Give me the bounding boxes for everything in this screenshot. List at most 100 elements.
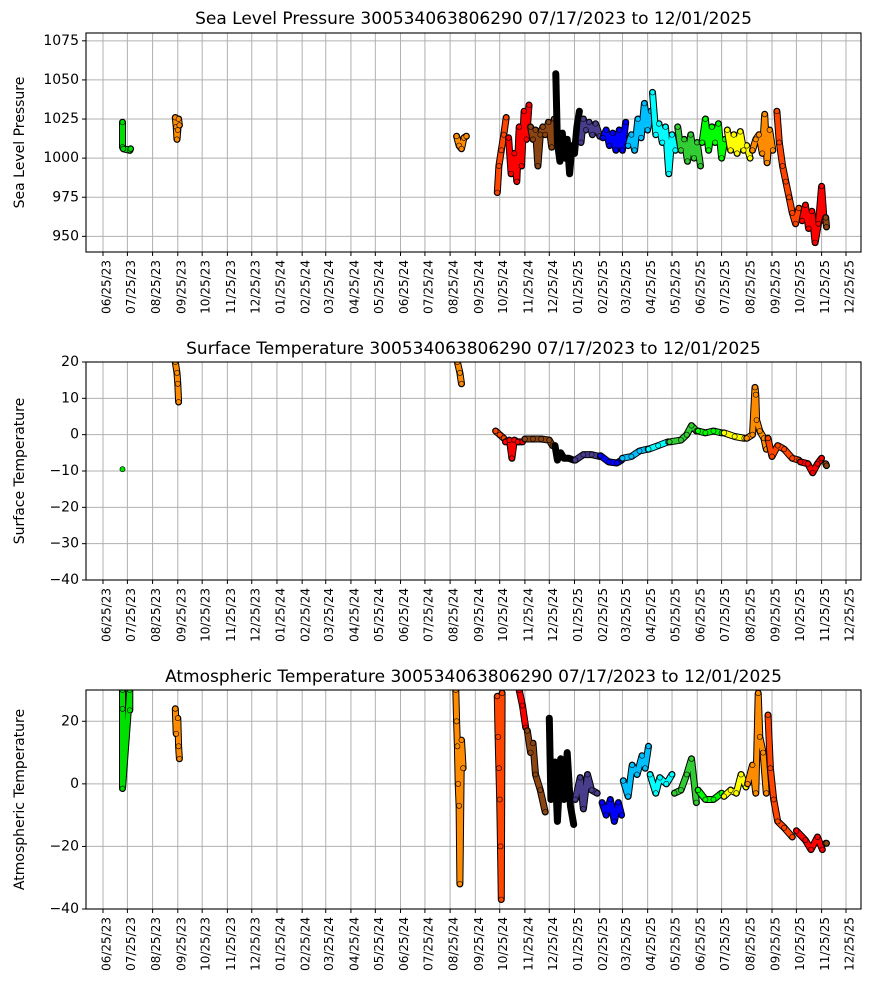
x-tick-label: 04/25/24	[347, 917, 361, 971]
data-point	[597, 452, 604, 459]
data-point	[545, 119, 552, 126]
data-point	[505, 134, 512, 141]
data-point	[631, 147, 638, 154]
data-point	[174, 369, 180, 376]
data-point	[527, 749, 534, 756]
data-point	[678, 787, 684, 793]
data-point	[499, 690, 505, 696]
data-point	[530, 740, 536, 747]
data-point	[119, 705, 126, 712]
data-point	[526, 102, 532, 108]
data-point	[695, 428, 701, 434]
y-tick-label: −30	[49, 536, 79, 552]
x-tick-label: 02/25/24	[299, 588, 313, 642]
data-point	[802, 202, 809, 208]
data-point	[577, 774, 584, 781]
data-point	[557, 755, 564, 762]
data-point	[622, 119, 629, 126]
data-point	[652, 790, 659, 797]
data-point	[569, 142, 575, 149]
x-tick-label: 10/25/25	[793, 260, 807, 314]
series-2023-09	[172, 362, 182, 405]
x-tick-label: 05/25/25	[669, 917, 683, 971]
data-point	[818, 455, 825, 462]
x-tick-label: 02/25/24	[299, 260, 313, 314]
data-point	[458, 380, 465, 387]
x-tick-label: 12/25/24	[546, 917, 560, 971]
x-tick-label: 07/25/23	[124, 917, 138, 971]
data-point	[530, 136, 536, 143]
data-point	[495, 734, 501, 740]
data-point	[127, 145, 134, 152]
y-tick-label: −40	[49, 572, 79, 588]
data-point	[522, 436, 528, 442]
data-point	[636, 448, 643, 454]
data-point	[752, 790, 759, 797]
data-point	[743, 142, 750, 149]
y-tick-label: 20	[61, 713, 79, 729]
data-point	[721, 793, 727, 800]
chart-panel-2: −40 −30 −20 −10 0 10 20 06/25/23 07/25/23 08/25/2…	[12, 339, 862, 642]
x-tick-label: 08/25/23	[149, 588, 163, 642]
data-point	[663, 781, 670, 787]
data-point	[580, 806, 587, 812]
x-tick-label: 08/25/25	[743, 260, 757, 314]
data-point	[683, 431, 690, 438]
data-point	[674, 124, 681, 130]
data-point	[460, 765, 466, 772]
data-point	[756, 428, 763, 434]
x-tick-label: 03/25/25	[619, 260, 633, 314]
data-point	[620, 777, 627, 784]
x-tick-label: 11/25/24	[521, 588, 535, 642]
x-tick-label: 10/25/23	[199, 917, 213, 971]
data-point	[683, 771, 690, 778]
data-point	[172, 705, 179, 712]
y-tick-label: −20	[49, 499, 79, 515]
data-point	[576, 108, 583, 115]
data-point	[804, 460, 811, 467]
data-point	[508, 170, 514, 177]
data-point	[710, 796, 717, 803]
x-tick-label: 06/25/23	[100, 588, 114, 642]
data-point	[173, 730, 180, 737]
data-point	[808, 846, 814, 853]
x-tick-label: 09/25/24	[472, 917, 486, 971]
data-point	[712, 139, 718, 146]
data-point	[599, 799, 605, 806]
series-2025-04	[619, 446, 651, 461]
y-tick-label: 1075	[43, 33, 79, 49]
data-point	[513, 178, 520, 185]
y-axis-label: Sea Level Pressure	[12, 77, 28, 209]
data-point	[176, 122, 183, 129]
series-2024-12	[528, 116, 557, 169]
data-point	[809, 208, 815, 215]
x-tick-label: 03/25/24	[322, 260, 336, 314]
data-point	[688, 422, 695, 429]
data-point	[727, 787, 734, 793]
x-tick-label: 02/25/24	[299, 917, 313, 971]
data-point	[119, 785, 126, 792]
x-tick-label: 10/25/23	[199, 260, 213, 314]
data-point	[532, 771, 539, 778]
data-point	[578, 139, 584, 146]
data-point	[454, 362, 461, 365]
data-point	[781, 824, 788, 831]
data-point	[172, 362, 179, 365]
data-point	[456, 881, 463, 887]
x-tick-label: 05/25/25	[669, 588, 683, 642]
data-point	[766, 127, 773, 133]
data-point	[782, 178, 789, 185]
series-2025-02	[572, 452, 603, 463]
data-point	[613, 147, 619, 154]
data-point	[799, 217, 805, 224]
data-point	[678, 147, 684, 154]
data-point	[554, 457, 561, 463]
data-point	[823, 840, 830, 847]
data-point	[552, 759, 558, 765]
x-tick-label: 09/25/25	[769, 917, 783, 971]
data-point	[600, 134, 606, 141]
data-point	[498, 896, 505, 903]
data-point	[693, 799, 700, 806]
data-point	[508, 455, 515, 462]
x-tick-label: 10/25/25	[793, 917, 807, 971]
